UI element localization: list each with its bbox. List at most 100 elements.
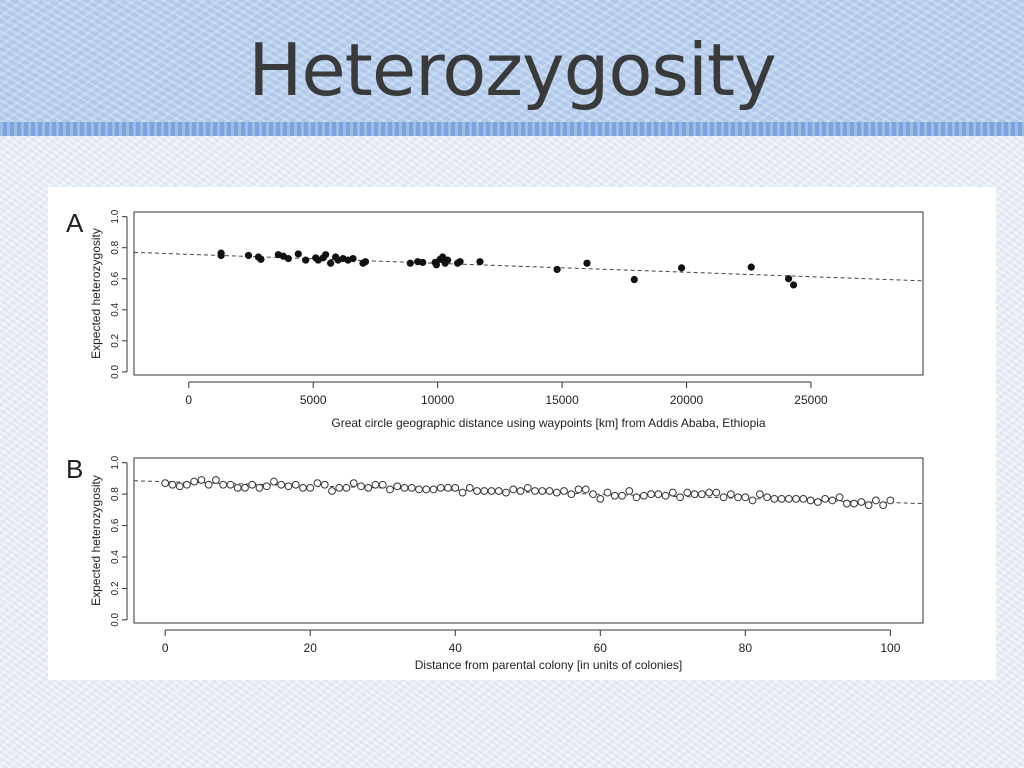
data-point (835, 493, 844, 502)
title-background (0, 0, 1024, 122)
data-point (219, 480, 228, 489)
x-tick-label: 40 (449, 641, 463, 655)
data-point (291, 480, 300, 489)
data-point (262, 482, 271, 491)
data-point (777, 494, 786, 503)
data-point (444, 483, 452, 492)
data-point (828, 496, 837, 505)
data-point (313, 479, 322, 488)
data-point (212, 476, 220, 484)
data-point (770, 494, 779, 503)
data-point (668, 488, 677, 497)
data-point (690, 490, 699, 499)
data-point (270, 477, 278, 486)
data-point (364, 483, 373, 492)
data-point (857, 498, 866, 506)
x-tick-label: 25000 (794, 393, 828, 407)
data-point (763, 493, 771, 502)
x-tick-label: 15000 (545, 393, 579, 407)
data-point (335, 483, 344, 492)
data-point (487, 487, 496, 495)
x-tick-label: 10000 (421, 393, 455, 407)
chart-panel-a: A 0 5000 10000 15000 20000 25000 0.0 0.2 0.4 0.6 0.… (66, 208, 924, 430)
data-point (419, 258, 427, 267)
data-point (545, 487, 554, 495)
x-tick-label: 0 (185, 393, 192, 407)
data-point (676, 493, 684, 502)
data-point (400, 483, 409, 492)
slide-title: Heterozygosity (248, 28, 777, 112)
data-point (183, 480, 191, 489)
data-point (821, 494, 830, 503)
data-point (406, 259, 414, 267)
data-point (248, 480, 257, 489)
x-tick-label: 5000 (300, 393, 327, 407)
data-point (589, 490, 597, 499)
data-point (705, 488, 713, 497)
data-point (560, 487, 568, 495)
data-point (610, 491, 619, 500)
x-tick-label: 20 (304, 641, 318, 655)
data-point (255, 483, 264, 492)
data-point (284, 482, 293, 491)
data-point (168, 480, 177, 489)
data-point (677, 264, 686, 272)
data-point (494, 487, 503, 495)
data-point (784, 494, 793, 503)
data-point (393, 482, 402, 491)
y-tick-label: 0.0 (110, 612, 121, 626)
x-tick-label: 0 (162, 641, 169, 655)
data-point (747, 263, 755, 271)
data-point (567, 490, 576, 499)
data-point (327, 259, 335, 267)
data-point (719, 493, 728, 502)
data-point (574, 485, 583, 494)
data-point (197, 476, 206, 484)
data-point (175, 482, 184, 491)
y-tick-label: 1.0 (110, 209, 121, 223)
plot-frame (133, 211, 924, 376)
data-point (476, 258, 484, 266)
data-point (509, 485, 518, 494)
data-point (473, 487, 481, 495)
y-tick-label: 0.4 (110, 302, 121, 316)
data-point (357, 482, 365, 491)
data-point (523, 483, 532, 492)
data-point (322, 251, 330, 259)
x-tick-label: 80 (739, 641, 753, 655)
data-point (302, 256, 310, 264)
trend-line (133, 251, 924, 282)
y-axis-title: Expected heterozygosity (89, 475, 103, 606)
data-point (603, 488, 612, 497)
data-point (583, 259, 591, 267)
data-point (789, 281, 798, 289)
data-point (361, 258, 370, 266)
figure-panel: A 0 5000 10000 15000 20000 25000 0.0 0.2 0.4 0.6 0.… (48, 187, 996, 680)
data-point (415, 485, 423, 494)
data-point (299, 483, 307, 492)
y-tick-label: 0.2 (110, 581, 121, 595)
data-point (864, 501, 873, 510)
data-point (233, 483, 242, 492)
data-point (531, 487, 539, 495)
data-point (654, 490, 663, 499)
data-point (661, 491, 670, 500)
y-tick-label: 0.6 (110, 271, 121, 285)
x-tick-label: 20000 (670, 393, 704, 407)
x-axis-title: Distance from parental colony [in units … (415, 658, 682, 672)
data-point (407, 483, 416, 492)
y-tick-label: 0.0 (110, 365, 121, 379)
data-point (436, 483, 445, 492)
data-point (712, 488, 721, 497)
data-point (458, 488, 467, 497)
data-point (748, 496, 757, 505)
data-point (456, 258, 464, 266)
data-point (241, 483, 249, 492)
y-tick-label: 0.2 (110, 333, 121, 347)
data-point (726, 490, 735, 499)
data-point (480, 487, 489, 495)
data-point (328, 487, 336, 495)
trend-line (133, 480, 924, 505)
panel-label: A (66, 208, 84, 238)
data-point (741, 493, 750, 502)
